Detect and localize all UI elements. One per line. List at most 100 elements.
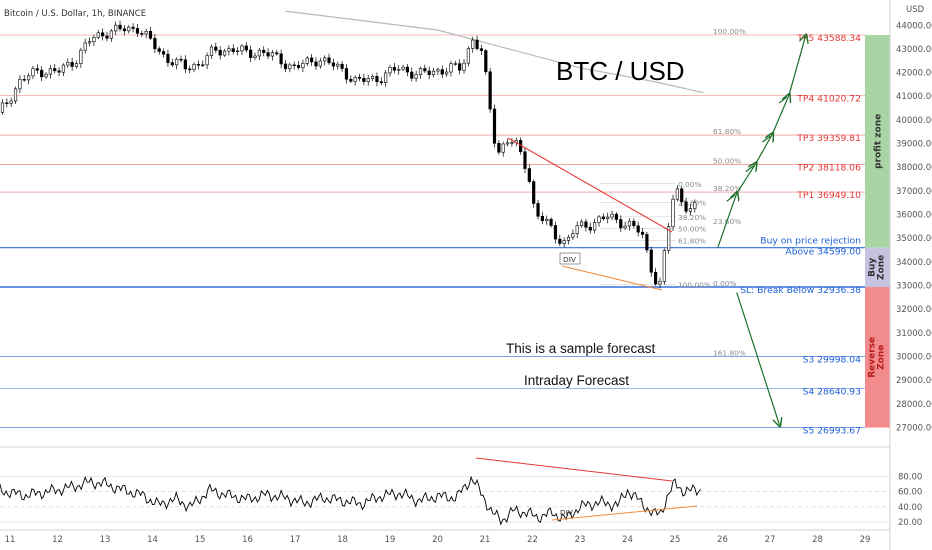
candle-body — [614, 213, 619, 220]
candle-body — [392, 67, 396, 71]
candle-body — [449, 63, 453, 73]
currency-label: USD — [906, 5, 925, 15]
price-tick-label-5: 39000.00 — [896, 140, 932, 150]
candle-body — [440, 69, 444, 75]
candle-body — [83, 42, 87, 51]
candle-body — [584, 221, 588, 228]
candle-body — [249, 49, 253, 58]
price-tick-label-14: 30000.00 — [896, 352, 932, 362]
candle-body — [175, 58, 179, 66]
candle-body — [66, 61, 70, 66]
forecast-arrow-1 — [736, 164, 756, 194]
candle-body — [566, 236, 571, 241]
resistance-trendline — [507, 137, 673, 233]
candle-body — [684, 201, 688, 212]
candle-body — [157, 48, 161, 52]
candle-body — [288, 64, 292, 70]
time-tick-label-13: 24 — [622, 535, 633, 545]
candle-body — [231, 48, 235, 52]
candle-body — [462, 62, 466, 71]
candle-body — [244, 45, 248, 51]
candle-body — [418, 68, 423, 75]
time-tick-label-8: 19 — [385, 535, 396, 545]
candle-body — [323, 57, 327, 62]
candle-body — [423, 68, 427, 72]
candle-body — [527, 168, 531, 182]
level-label-tp4: TP4 41020.72 — [796, 94, 861, 105]
candle-body — [96, 32, 100, 38]
candle-body — [127, 26, 131, 32]
candle-body — [270, 52, 275, 57]
candle-body — [87, 41, 92, 44]
level-label-tp3: TP3 39359.81 — [796, 133, 861, 144]
fib-main-label-3: 38.20% — [713, 184, 741, 193]
zone-label-1: Buy — [868, 258, 878, 277]
candle-body — [188, 68, 192, 71]
zone-bar-1 — [865, 247, 890, 287]
zone-bar-0 — [865, 35, 890, 248]
rsi-tick-label-0: 80.00 — [898, 473, 922, 483]
zone-label-2: Reverse — [868, 337, 878, 378]
candle-body — [588, 226, 592, 231]
candle-body — [40, 69, 44, 78]
time-tick-label-15: 26 — [717, 535, 728, 545]
level-label-tp1: TP1 36949.10 — [796, 190, 861, 201]
candle-body — [414, 74, 418, 79]
candle-body — [327, 57, 331, 64]
fib-main-label-6: 161.80% — [713, 349, 746, 358]
price-tick-label-1: 43000.00 — [896, 45, 932, 55]
candle-body — [74, 63, 79, 67]
rsi-tick-label-2: 40.00 — [898, 503, 922, 513]
candle-body — [540, 215, 544, 222]
forecast-arrows — [717, 36, 806, 425]
candle-body — [161, 51, 166, 55]
price-tick-label-10: 34000.00 — [896, 258, 932, 268]
candle-body — [654, 271, 658, 285]
time-tick-label-0: 11 — [5, 535, 16, 545]
price-tick-label-6: 38000.00 — [896, 163, 932, 173]
candle-body — [640, 231, 645, 235]
level-label-s3: S3 29998.04 — [803, 355, 862, 366]
candle-body — [48, 68, 52, 75]
candle-body — [331, 62, 335, 67]
candle-body — [205, 55, 209, 66]
rsi-pane: 80.00 60.00 40.00 20.00 — [0, 473, 922, 528]
candle-body — [122, 28, 126, 32]
candle-body — [510, 142, 514, 144]
time-tick-label-1: 12 — [52, 535, 63, 545]
fib-main-label-0: 100.00% — [713, 27, 746, 36]
candle-body — [314, 61, 318, 67]
candle-body — [505, 142, 510, 145]
level-label-tp2: TP2 38118.06 — [796, 162, 861, 173]
time-tick-label-12: 23 — [575, 535, 586, 545]
candle-body — [283, 63, 288, 70]
candle-body — [445, 71, 449, 75]
candle-body — [140, 33, 144, 35]
div-label: DIV — [563, 255, 576, 264]
forecast-arrow-4 — [788, 36, 806, 96]
forecast-pullback-3 — [778, 96, 788, 104]
candle-body — [227, 48, 231, 52]
candle-body — [310, 57, 314, 63]
moving-average-line — [285, 10, 704, 94]
time-tick-label-18: 29 — [860, 535, 871, 545]
candle-body — [366, 78, 370, 82]
price-tick-label-9: 35000.00 — [896, 234, 932, 244]
candle-body — [196, 64, 201, 66]
candle-body — [401, 66, 405, 70]
candle-body — [344, 68, 349, 80]
candle-body — [35, 68, 39, 71]
candle-body — [340, 63, 344, 69]
candle-body — [388, 67, 392, 74]
candle-body — [492, 108, 497, 144]
time-tick-label-17: 28 — [812, 535, 823, 545]
candle-body — [357, 77, 362, 79]
candle-body — [606, 216, 610, 220]
candle-body — [222, 50, 227, 56]
zone-bar-2 — [865, 287, 890, 428]
candle-body — [109, 30, 113, 39]
candle-body — [166, 53, 170, 63]
note-intraday-forecast: Intraday Forecast — [524, 373, 629, 388]
candle-body — [266, 52, 270, 57]
